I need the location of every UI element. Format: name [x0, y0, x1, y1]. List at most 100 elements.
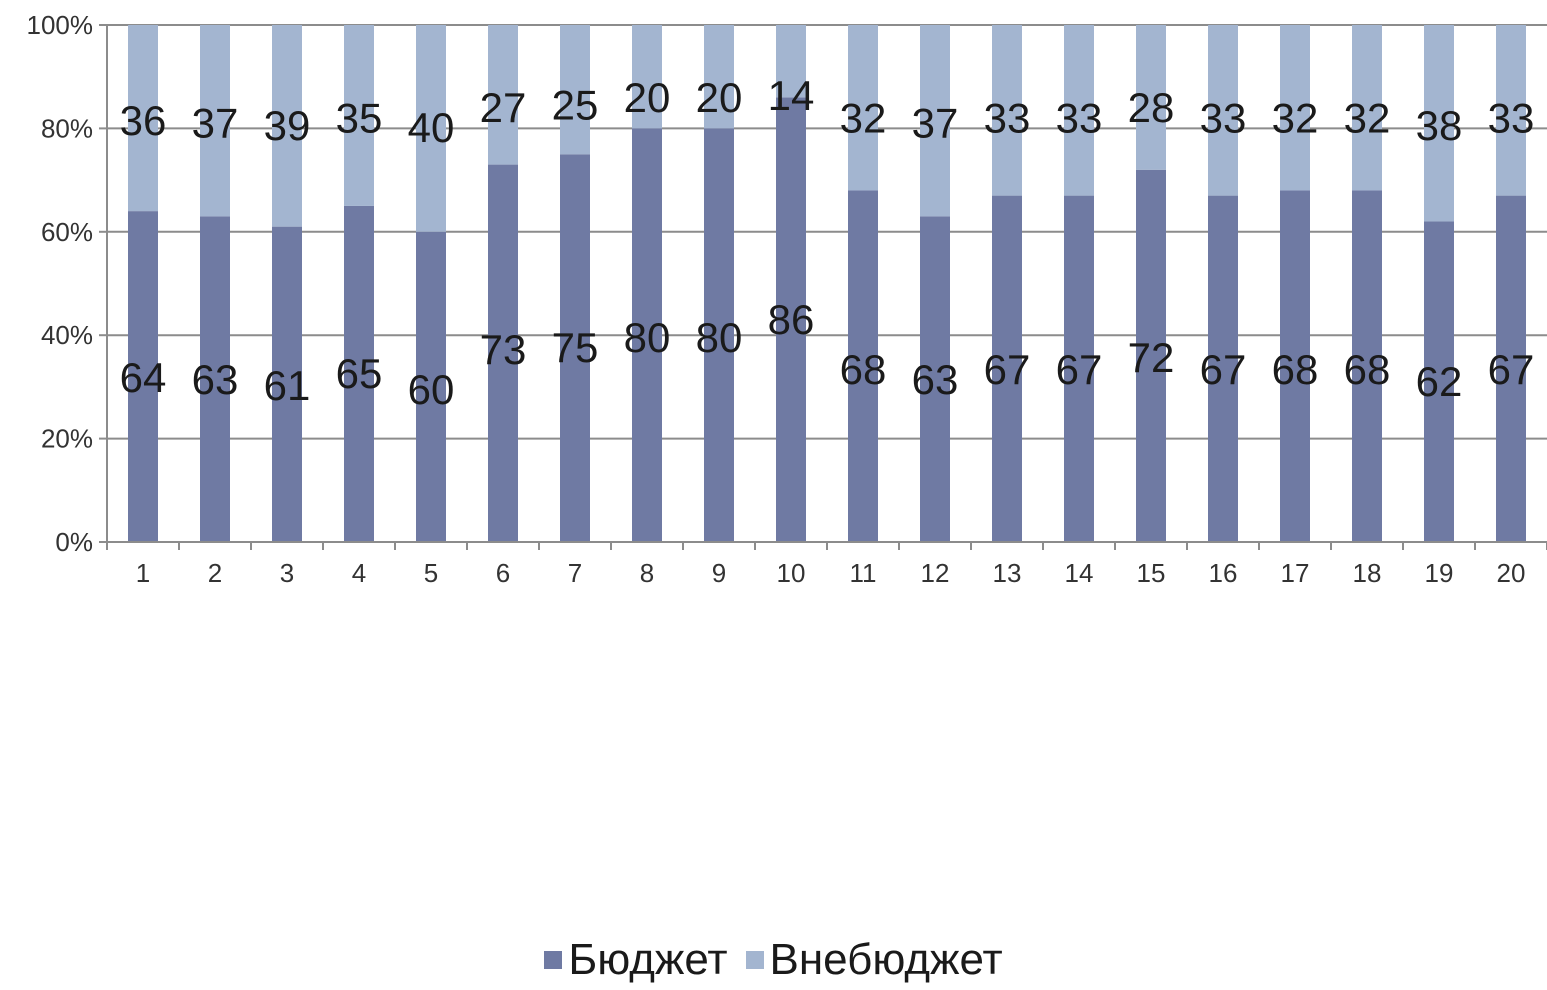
y-tick-label: 0% [55, 527, 93, 557]
bar-segment-offbudget [1208, 25, 1238, 196]
x-tick-label: 18 [1353, 558, 1382, 588]
bar-segment-budget [848, 190, 878, 542]
bar-segment-offbudget [128, 25, 158, 212]
bar-segment-budget [1064, 195, 1094, 543]
bar-segment-offbudget [1136, 25, 1166, 170]
x-tick-label: 17 [1281, 558, 1310, 588]
bar-segment-offbudget [1280, 25, 1310, 191]
data-label-budget: 86 [768, 296, 815, 343]
bar-segment-budget [632, 128, 662, 542]
data-label-budget: 63 [192, 356, 239, 403]
bar-segment-budget [920, 216, 950, 543]
data-label-budget: 62 [1416, 358, 1463, 405]
data-label-budget: 60 [408, 366, 455, 413]
data-label-offbudget: 25 [552, 81, 599, 128]
data-label-budget: 67 [1200, 346, 1247, 393]
legend-item-budget: Бюджет [544, 935, 728, 985]
bar-segment-offbudget [1496, 25, 1526, 196]
data-label-budget: 68 [1272, 346, 1319, 393]
bar-segment-offbudget [200, 25, 230, 217]
data-label-budget: 67 [984, 346, 1031, 393]
legend-label-budget: Бюджет [568, 935, 728, 984]
bar-segment-budget [992, 195, 1022, 543]
bar-segment-budget [1352, 190, 1382, 542]
data-label-offbudget: 20 [696, 74, 743, 121]
data-label-offbudget: 20 [624, 74, 671, 121]
data-label-offbudget: 14 [768, 72, 815, 119]
data-label-offbudget: 32 [1344, 95, 1391, 142]
x-tick-label: 8 [640, 558, 654, 588]
bar-segment-offbudget [488, 25, 518, 165]
bar-segment-offbudget [704, 25, 734, 129]
x-tick-label: 16 [1209, 558, 1238, 588]
data-label-offbudget: 33 [1056, 95, 1103, 142]
data-label-offbudget: 33 [1488, 95, 1535, 142]
x-tick-label: 5 [424, 558, 438, 588]
bar-segment-offbudget [1352, 25, 1382, 191]
x-tick-label: 12 [921, 558, 950, 588]
y-tick-label: 80% [41, 113, 93, 143]
bar-segment-budget [776, 97, 806, 542]
data-label-offbudget: 27 [480, 84, 527, 131]
bar-segment-offbudget [776, 25, 806, 98]
x-tick-label: 9 [712, 558, 726, 588]
data-label-offbudget: 35 [336, 95, 383, 142]
bar-segment-offbudget [992, 25, 1022, 196]
x-tick-label: 15 [1137, 558, 1166, 588]
x-tick-label: 7 [568, 558, 582, 588]
data-label-budget: 63 [912, 356, 959, 403]
data-label-offbudget: 40 [408, 104, 455, 151]
x-tick-label: 1 [136, 558, 150, 588]
data-label-budget: 67 [1056, 346, 1103, 393]
data-label-offbudget: 37 [912, 99, 959, 146]
bar-segment-budget [1208, 195, 1238, 543]
bar-segment-offbudget [344, 25, 374, 206]
bar-segment-budget [1496, 195, 1526, 543]
data-label-offbudget: 33 [1200, 95, 1247, 142]
y-tick-label: 100% [27, 10, 94, 40]
y-tick-label: 20% [41, 424, 93, 454]
data-label-budget: 75 [552, 324, 599, 371]
x-tick-label: 4 [352, 558, 366, 588]
bar-segment-budget [344, 205, 374, 542]
data-label-offbudget: 28 [1128, 84, 1175, 131]
data-label-budget: 65 [336, 350, 383, 397]
bar-segment-offbudget [920, 25, 950, 217]
x-tick-label: 20 [1497, 558, 1526, 588]
x-tick-label: 19 [1425, 558, 1454, 588]
data-label-budget: 68 [840, 346, 887, 393]
x-tick-label: 13 [993, 558, 1022, 588]
x-tick-label: 11 [850, 558, 877, 588]
y-tick-label: 60% [41, 217, 93, 247]
data-label-budget: 80 [696, 314, 743, 361]
bar-segment-budget [200, 216, 230, 543]
data-label-offbudget: 32 [1272, 95, 1319, 142]
data-label-offbudget: 32 [840, 95, 887, 142]
bar-segment-budget [488, 164, 518, 542]
bar-segment-budget [128, 211, 158, 542]
legend-item-offbudget: Внебюджет [745, 935, 1003, 985]
bar-segment-budget [560, 154, 590, 542]
bar-segment-budget [704, 128, 734, 542]
x-tick-label: 10 [777, 558, 806, 588]
bar-segment-offbudget [848, 25, 878, 191]
x-tick-label: 6 [496, 558, 510, 588]
data-label-offbudget: 39 [264, 102, 311, 149]
data-label-budget: 64 [120, 354, 167, 401]
data-label-budget: 68 [1344, 346, 1391, 393]
bar-segment-offbudget [1064, 25, 1094, 196]
data-label-budget: 67 [1488, 346, 1535, 393]
bar-segment-offbudget [1424, 25, 1454, 222]
bar-segment-offbudget [560, 25, 590, 155]
bar-segment-budget [272, 226, 302, 542]
data-label-budget: 72 [1128, 334, 1175, 381]
data-label-offbudget: 37 [192, 99, 239, 146]
x-tick-label: 14 [1065, 558, 1094, 588]
data-label-offbudget: 36 [120, 97, 167, 144]
legend-label-offbudget: Внебюджет [769, 935, 1003, 984]
bar-segment-budget [1424, 221, 1454, 542]
x-tick-label: 2 [208, 558, 222, 588]
bar-segment-budget [416, 231, 446, 543]
legend-swatch-budget [544, 951, 563, 969]
